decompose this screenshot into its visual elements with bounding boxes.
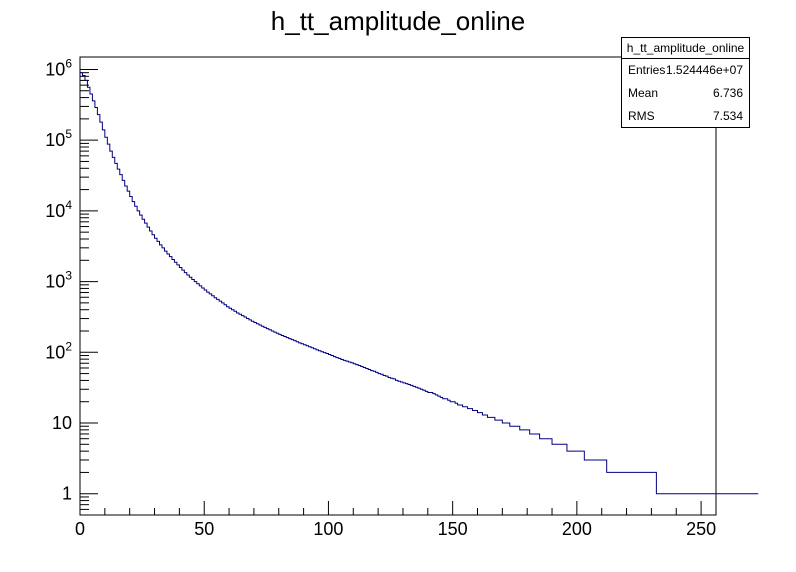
y-tick-label: 106: [45, 56, 72, 79]
stats-row-rms: RMS 7.534: [622, 105, 749, 128]
stats-title: h_tt_amplitude_online: [622, 38, 749, 59]
y-tick-label: 1: [62, 484, 72, 504]
stats-entries-value: 1.524446e+07: [665, 63, 743, 77]
stats-mean-value: 6.736: [712, 86, 743, 100]
plot-title: h_tt_amplitude_online: [270, 6, 526, 36]
stats-rms-value: 7.534: [712, 109, 743, 123]
stats-entries-label: Entries: [628, 63, 666, 77]
x-tick-label: 100: [313, 519, 343, 539]
x-tick-label: 50: [194, 519, 214, 539]
x-tick-label: 250: [686, 519, 716, 539]
y-tick-label: 105: [45, 127, 72, 150]
stats-row-entries: Entries 1.524446e+07: [622, 59, 749, 82]
x-tick-label: 0: [75, 519, 85, 539]
y-tick-label: 102: [45, 339, 72, 362]
histogram-series-line: [80, 72, 759, 495]
stats-mean-label: Mean: [628, 86, 659, 100]
stats-box: h_tt_amplitude_online Entries 1.524446e+…: [621, 37, 750, 128]
y-axis: 1 10 102 103 104 105 106: [45, 56, 98, 516]
stats-rms-label: RMS: [628, 109, 655, 123]
plot-frame: [79, 56, 717, 516]
y-tick-label: 104: [45, 198, 72, 221]
stats-row-mean: Mean 6.736: [622, 82, 749, 105]
x-axis: 0 50 100 150 200 250: [75, 501, 716, 539]
y-tick-label: 10: [52, 413, 72, 433]
y-tick-label: 103: [45, 269, 72, 292]
x-tick-label: 150: [438, 519, 468, 539]
x-tick-label: 200: [562, 519, 592, 539]
